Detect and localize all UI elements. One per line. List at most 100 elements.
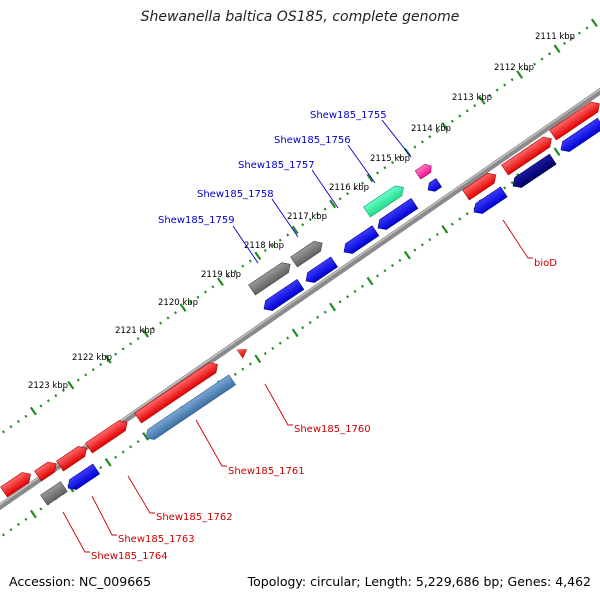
minor-tick [16,522,20,527]
minor-tick [473,104,477,108]
gene-arrow[interactable] [471,186,508,217]
gene-arrow[interactable] [501,134,555,176]
minor-tick [61,388,65,392]
gene-arrow[interactable] [290,238,326,268]
gene-arrow[interactable] [558,117,600,155]
kbp-label: 2117 kbp [287,212,327,222]
minor-tick [91,368,95,372]
gene-label[interactable]: Shew185_1755 [310,110,387,121]
major-tick [104,355,112,364]
gene-label[interactable]: Shew185_1759 [158,215,235,226]
major-tick [329,199,337,209]
minor-tick [241,367,245,371]
minor-tick [278,341,282,345]
major-tick [179,303,187,312]
minor-tick [435,232,439,237]
genome-summary-text: Topology: circular; Length: 5,229,686 bp… [247,574,591,589]
minor-tick [151,326,155,330]
minor-tick [383,166,387,170]
gene-arrow[interactable] [510,153,557,191]
minor-tick [159,321,163,325]
minor-tick [510,181,514,185]
gene-arrow[interactable] [261,279,305,314]
gene-arrow[interactable] [462,170,500,201]
gene-arrow[interactable] [134,359,221,424]
minor-tick [136,440,140,444]
minor-tick [121,450,125,454]
gene-label[interactable]: Shew185_1756 [274,135,351,146]
minor-tick [166,316,170,320]
minor-tick [16,419,20,424]
minor-tick [346,295,350,299]
gene-arrow[interactable] [40,481,68,506]
minor-tick [211,285,215,289]
minor-tick [248,362,252,366]
minor-tick [495,88,499,92]
gene-label[interactable]: Shew185_1762 [156,512,233,523]
major-tick [403,250,411,260]
gene-arrow[interactable] [425,178,442,195]
minor-tick [338,300,342,304]
gene-label[interactable]: Shew185_1757 [238,160,315,171]
minor-tick [435,129,439,134]
minor-tick [301,223,305,227]
gene-arrow[interactable] [375,198,419,233]
gene-arrow[interactable] [549,99,600,141]
minor-tick [458,217,462,221]
gene-arrow[interactable] [341,225,380,257]
gene-arrow[interactable] [248,259,294,296]
forward-strand-genes [0,99,600,498]
gene-label[interactable]: Shew185_1761 [228,466,305,477]
minor-tick [129,445,133,449]
gene-arrow[interactable] [34,459,60,482]
minor-tick [346,192,350,196]
kbp-label: 2115 kbp [370,154,410,164]
gene-label[interactable]: bioD [534,258,557,269]
major-tick [441,122,449,131]
gene-label[interactable]: Shew185_1760 [294,424,371,435]
gene-label[interactable]: Shew185_1758 [197,189,274,200]
gene-arrow[interactable] [85,417,131,454]
minor-tick [24,414,28,418]
minor-tick [9,528,13,532]
minor-tick [533,62,537,66]
kbp-label: 2114 kbp [411,124,451,134]
gene-label[interactable]: Shew185_1763 [118,534,195,545]
minor-tick [136,337,140,341]
kbp-label: 2122 kbp [72,353,112,363]
major-tick [29,509,37,519]
kbp-label: 2113 kbp [452,93,492,103]
minor-tick [278,238,282,242]
minor-tick [99,465,103,470]
minor-tick [420,243,424,247]
top-gene-labels: Shew185_1755 Shew185_1756 Shew185_1757 S… [158,110,412,264]
gene-arrow[interactable] [143,374,236,443]
gene-arrow[interactable] [303,256,338,286]
gene-arrow[interactable] [236,345,249,359]
kbp-label: 2111 kbp [535,32,575,42]
gene-arrow[interactable] [414,162,434,180]
minor-tick [465,212,469,216]
minor-tick [458,114,462,118]
gene-label[interactable]: Shew185_1764 [91,551,168,562]
reverse-strand-genes [40,117,600,506]
minor-tick [375,274,379,278]
kbp-tick-track [1,18,598,434]
minor-tick [413,145,417,149]
gene-arrow[interactable] [363,182,407,218]
major-tick [254,354,262,364]
minor-tick [420,140,424,144]
gene-arrow[interactable] [0,469,34,498]
minor-tick [1,430,5,434]
gene-arrow[interactable] [65,463,100,493]
minor-tick [361,181,365,185]
gene-arrow[interactable] [56,443,90,472]
minor-tick [84,373,88,377]
minor-tick [301,326,305,330]
major-tick [67,380,75,390]
major-tick [142,329,150,338]
minor-tick [398,155,402,159]
minor-tick [241,264,245,268]
minor-tick [1,533,5,537]
